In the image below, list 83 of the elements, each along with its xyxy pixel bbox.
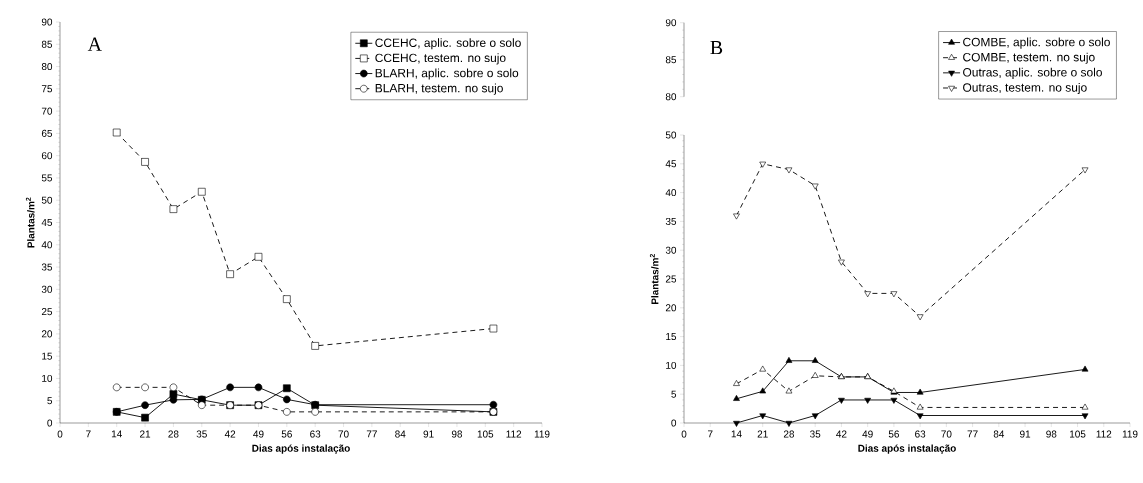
y-tick-label: 5 bbox=[47, 397, 53, 405]
x-tick-label: 77 bbox=[967, 430, 978, 438]
x-tick-label: 42 bbox=[836, 430, 847, 438]
x-axis-title: Dias após instalação bbox=[252, 444, 350, 454]
legend-label: Outras, testem. no sujo bbox=[963, 82, 1087, 95]
x-tick-label: 21 bbox=[757, 430, 768, 438]
y-tick-label: 25 bbox=[41, 308, 53, 316]
x-tick-label: 98 bbox=[451, 430, 463, 438]
x-tick-label: 70 bbox=[338, 430, 349, 438]
y-tick-label: 40 bbox=[41, 241, 53, 249]
y-tick-label: 30 bbox=[41, 285, 53, 293]
x-tick-label: 35 bbox=[810, 430, 821, 438]
y-axis-title: Plantas/m$^{2}$ bbox=[25, 197, 35, 248]
x-tick-label: 42 bbox=[224, 430, 236, 438]
x-tick-label: 98 bbox=[1046, 430, 1057, 438]
x-tick-label: 70 bbox=[941, 430, 952, 438]
text: A bbox=[87, 37, 102, 51]
x-tick-label: 7 bbox=[707, 430, 713, 438]
legend-label: BLARH, aplic. sobre o solo bbox=[375, 68, 519, 80]
y-tick-label: 0 bbox=[47, 419, 53, 427]
x-tick-label: 91 bbox=[1020, 430, 1031, 438]
y-tick-label: 80 bbox=[41, 63, 53, 71]
x-tick-label: 105 bbox=[1070, 430, 1086, 438]
x-tick-label: 0 bbox=[57, 430, 63, 438]
y-tick-label: 50 bbox=[41, 196, 53, 204]
y-tick-label: 45 bbox=[665, 160, 677, 168]
x-tick-label: 112 bbox=[1096, 430, 1112, 438]
legend-label: COMBE, aplic. sobre o solo bbox=[963, 37, 1110, 49]
y-tick-label: 90 bbox=[41, 18, 53, 26]
x-tick-label: 56 bbox=[888, 430, 899, 438]
y-tick-label: 0 bbox=[671, 419, 677, 427]
y-tick-label: 20 bbox=[665, 304, 677, 312]
y-tick-label: 35 bbox=[41, 263, 53, 271]
x-tick-label: 49 bbox=[862, 430, 873, 438]
y-tick-label: 85 bbox=[665, 56, 677, 64]
x-tick-label: 84 bbox=[993, 430, 1005, 438]
x-tick-label: 112 bbox=[506, 430, 522, 438]
y-tick-label: 50 bbox=[665, 131, 677, 139]
x-tick-label: 119 bbox=[534, 430, 550, 438]
y-tick-label: 80 bbox=[665, 93, 677, 101]
y-tick-label: 45 bbox=[41, 219, 53, 226]
legend-label: BLARH, testem. no sujo bbox=[375, 83, 503, 95]
y-tick-label: 20 bbox=[41, 330, 53, 338]
legend-label: CCEHC, aplic. sobre o solo bbox=[375, 38, 521, 50]
x-tick-label: 91 bbox=[423, 430, 434, 438]
x-tick-label: 49 bbox=[253, 430, 264, 438]
y-tick-label: 85 bbox=[41, 40, 53, 48]
x-tick-label: 14 bbox=[111, 430, 122, 438]
y-tick-label: 90 bbox=[665, 19, 677, 27]
y-tick-label: 15 bbox=[42, 352, 53, 360]
y-axis-title: Plantas/m$^{2}$ bbox=[649, 254, 659, 305]
legend-label: COMBE, testem. no sujo bbox=[963, 52, 1095, 64]
text: B bbox=[710, 41, 723, 55]
x-tick-label: 119 bbox=[1122, 430, 1138, 438]
y-tick-label: 55 bbox=[41, 174, 53, 182]
y-tick-label: 75 bbox=[41, 85, 53, 93]
y-tick-label: 5 bbox=[671, 390, 677, 398]
y-tick-label: 40 bbox=[665, 189, 677, 197]
y-tick-label: 15 bbox=[666, 333, 677, 341]
x-tick-label: 28 bbox=[168, 430, 179, 438]
x-tick-label: 84 bbox=[395, 430, 406, 438]
x-tick-label: 77 bbox=[366, 430, 377, 438]
x-axis-title: Dias após instalação bbox=[858, 444, 956, 454]
y-tick-label: 25 bbox=[665, 275, 677, 283]
y-tick-label: 10 bbox=[666, 361, 677, 369]
x-tick-label: 105 bbox=[477, 430, 494, 438]
x-tick-label: 56 bbox=[281, 430, 292, 438]
y-tick-label: 30 bbox=[665, 246, 677, 254]
y-tick-label: 35 bbox=[665, 217, 677, 225]
x-tick-label: 21 bbox=[140, 430, 151, 438]
x-tick-label: 28 bbox=[783, 430, 795, 438]
x-tick-label: 0 bbox=[681, 430, 687, 438]
x-tick-label: 35 bbox=[196, 430, 207, 438]
x-tick-label: 14 bbox=[731, 430, 742, 438]
y-tick-label: 70 bbox=[41, 107, 53, 115]
y-tick-label: 65 bbox=[41, 129, 53, 137]
legend-label: Outras, aplic. sobre o solo bbox=[963, 67, 1102, 79]
y-tick-label: 60 bbox=[41, 152, 53, 160]
legend-label: CCEHC, testem. no sujo bbox=[375, 53, 506, 65]
x-tick-label: 63 bbox=[310, 430, 321, 438]
x-tick-label: 7 bbox=[86, 430, 91, 438]
x-tick-label: 63 bbox=[915, 430, 926, 438]
y-tick-label: 10 bbox=[42, 374, 53, 382]
